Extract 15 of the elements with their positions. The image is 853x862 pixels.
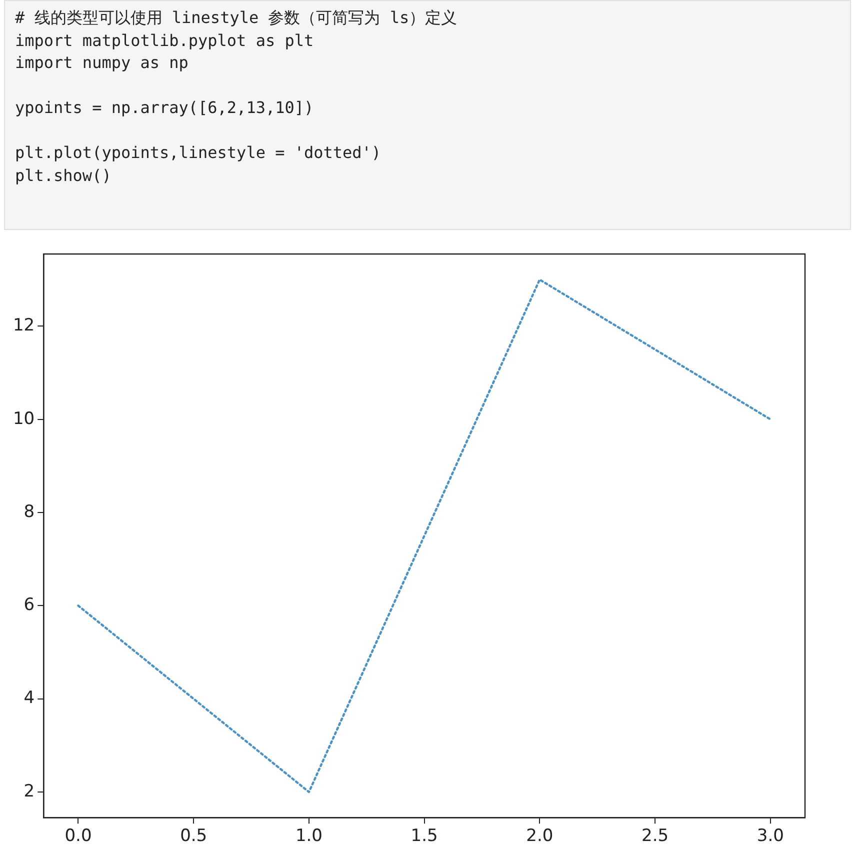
y-tick-label: 2	[24, 781, 35, 802]
x-tick-label: 3.0	[756, 826, 784, 846]
x-tick-label: 2.5	[642, 826, 669, 846]
y-tick-label: 4	[24, 688, 35, 708]
y-tick-label: 12	[12, 316, 35, 336]
x-tick-label: 1.5	[410, 826, 438, 846]
x-tick-label: 0.5	[180, 826, 208, 846]
x-tick-label: 2.0	[526, 826, 554, 846]
x-tick-label: 0.0	[64, 826, 92, 846]
y-tick-label: 6	[24, 595, 35, 616]
text: # 线的类型可以使用 linestyle 参数（可简写为 ls）定义 import matplotlib.pyplot as plt import numpy as np ypoints = np.array([6,2,13,10]) plt.plot(ypoints,linestyle = 'dotted') plt.show()	[15, 8, 458, 184]
line-series	[77, 278, 772, 794]
x-tick-label: 1.0	[295, 826, 322, 846]
y-tick-label: 10	[12, 408, 35, 429]
y-tick-label: 8	[24, 502, 35, 522]
